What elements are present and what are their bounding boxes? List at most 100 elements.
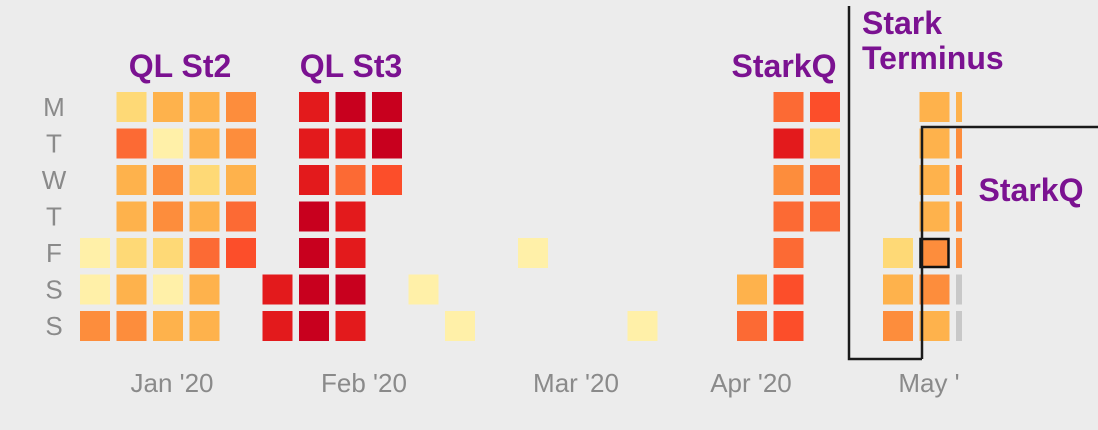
heatmap-cell (445, 238, 475, 268)
day-label: S (45, 311, 62, 341)
heatmap-cell (408, 165, 439, 195)
event-annotation: Stark (862, 5, 942, 41)
heatmap-cell (810, 165, 840, 195)
heatmap-cell (883, 165, 913, 195)
heatmap-cell (189, 274, 220, 305)
heatmap-cell (189, 201, 220, 232)
heatmap-cell (773, 238, 804, 268)
heatmap-cell (591, 311, 621, 341)
heatmap-cell (335, 92, 366, 122)
heatmap-cell (846, 274, 877, 305)
heatmap-cell (189, 92, 220, 122)
heatmap-cell (226, 201, 256, 232)
heatmap-cell (299, 201, 329, 232)
heatmap-cell (773, 201, 804, 232)
heatmap-cell (554, 165, 585, 195)
heatmap-cell (773, 165, 804, 195)
heatmap-cell (518, 274, 548, 305)
heatmap-cell (518, 165, 548, 195)
month-label: May ' (898, 368, 959, 398)
heatmap-cell (408, 311, 439, 341)
heatmap-cell (810, 92, 840, 122)
heatmap-cell (737, 201, 767, 232)
heatmap-cell (299, 92, 329, 122)
heatmap-cell (408, 274, 439, 305)
heatmap-cell (116, 92, 147, 122)
heatmap-cell (664, 311, 694, 341)
heatmap-cell (956, 92, 962, 122)
heatmap-cell (919, 238, 950, 268)
heatmap-cell (664, 201, 694, 232)
heatmap-cell (664, 165, 694, 195)
heatmap-cell (80, 128, 110, 159)
heatmap-cell (591, 165, 621, 195)
heatmap-cell (481, 128, 512, 159)
day-label: W (42, 165, 67, 195)
heatmap-cell (883, 238, 913, 268)
heatmap-cell (335, 274, 366, 305)
heatmap-cell (445, 201, 475, 232)
heatmap-cell (700, 128, 731, 159)
heatmap-cell (591, 92, 621, 122)
heatmap-cell (956, 274, 962, 305)
heatmap-cell (189, 128, 220, 159)
heatmap-cell (116, 311, 147, 341)
heatmap-cell (773, 274, 804, 305)
event-annotation: QL St3 (300, 48, 403, 84)
heatmap-cell (554, 201, 585, 232)
heatmap-cell (810, 201, 840, 232)
heatmap-cell (846, 128, 877, 159)
heatmap-cell (262, 128, 293, 159)
day-label: M (43, 92, 65, 122)
heatmap-cell (664, 274, 694, 305)
heatmap-cell (372, 92, 402, 122)
heatmap-cell (335, 165, 366, 195)
heatmap-cell (810, 238, 840, 268)
month-label: Mar '20 (533, 368, 619, 398)
heatmap-cell (226, 238, 256, 268)
heatmap-cell (372, 128, 402, 159)
heatmap-cell (262, 311, 293, 341)
heatmap-cell (773, 128, 804, 159)
heatmap-cell (956, 128, 962, 159)
day-label: F (46, 238, 62, 268)
heatmap-cell (226, 165, 256, 195)
heatmap-cell (518, 128, 548, 159)
heatmap-cell (372, 238, 402, 268)
month-label: Apr '20 (710, 368, 792, 398)
event-annotation: QL St2 (129, 48, 232, 84)
heatmap-cell (700, 274, 731, 305)
heatmap-cell (299, 238, 329, 268)
heatmap-cell (591, 201, 621, 232)
highlighted-cell (919, 237, 950, 269)
heatmap-cell (627, 128, 658, 159)
heatmap-cell (919, 165, 950, 195)
heatmap-cell (80, 238, 110, 268)
heatmap-cell (664, 238, 694, 268)
heatmap-cell (299, 274, 329, 305)
heatmap-cell (700, 92, 731, 122)
heatmap-cell (262, 201, 293, 232)
heatmap-cell (481, 311, 512, 341)
heatmap-cell (189, 311, 220, 341)
heatmap-cell (408, 128, 439, 159)
heatmap-cell (335, 311, 366, 341)
heatmap-cell (153, 92, 183, 122)
heatmap-cell (664, 92, 694, 122)
heatmap-cell (883, 311, 913, 341)
heatmap-cell (445, 274, 475, 305)
heatmap-cell (773, 311, 804, 341)
event-annotation: Terminus (862, 40, 1004, 76)
heatmap-cell (737, 165, 767, 195)
event-annotation: StarkQ (732, 48, 837, 84)
heatmap-cell (518, 238, 548, 268)
heatmap-cell (226, 274, 256, 305)
heatmap-cell (737, 238, 767, 268)
heatmap-cell (554, 311, 585, 341)
heatmap-cell (116, 165, 147, 195)
heatmap-cell (956, 311, 962, 341)
day-label: S (45, 275, 62, 305)
